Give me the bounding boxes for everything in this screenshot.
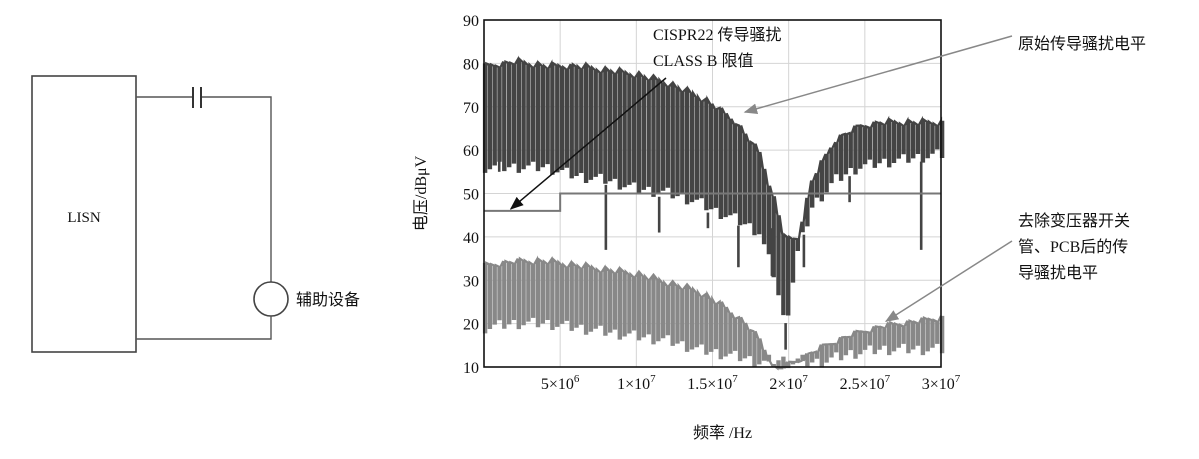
x-tick-label: 2×107: [769, 373, 808, 393]
y-tick-label: 50: [463, 187, 479, 204]
chart: 10 20 30 40 50 60 70 80 90 5×106 1×107 1.5×107 2×10…: [412, 13, 1146, 442]
lisn-label: LISN: [67, 210, 101, 226]
x-tick-label: 3×107: [922, 373, 961, 393]
series-0: [482, 55, 945, 350]
y-tick-label: 60: [463, 143, 479, 160]
reduced-level-annotation: 去除变压器开关: [1018, 212, 1130, 230]
aux-device-symbol: [253, 281, 289, 317]
x-axis-label: 频率 /Hz: [693, 424, 752, 442]
y-axis-label: 电压/dBμV: [412, 155, 430, 231]
limit-line: [484, 192, 941, 212]
x-tick-label: 5×106: [541, 373, 580, 393]
y-tick-label: 10: [463, 360, 479, 377]
series-1: [482, 255, 945, 371]
x-tick-labels: 5×106 1×107 1.5×107 2×107 2.5×107 3×107: [541, 373, 961, 393]
limit-annotation: CLASS B 限值: [653, 52, 753, 70]
series-line: [482, 55, 945, 316]
aux-device-label: 辅助设备: [296, 291, 360, 309]
limit-arrow: [509, 77, 667, 210]
bottom-wire: [136, 316, 272, 340]
y-tick-label: 80: [463, 56, 479, 73]
x-tick-label: 1.5×107: [687, 373, 738, 393]
reduced-level-annotation: 管、PCB后的传: [1018, 238, 1128, 256]
x-tick-label: 2.5×107: [840, 373, 891, 393]
lisn-box: [31, 75, 137, 353]
y-tick-label: 40: [463, 230, 479, 247]
y-tick-label: 90: [463, 13, 479, 30]
reduced-level-annotation: 导骚扰电平: [1018, 264, 1098, 282]
reduced-level-arrow: [884, 240, 1013, 323]
original-level-annotation: 原始传导骚扰电平: [1018, 35, 1146, 53]
y-tick-label: 20: [463, 317, 479, 334]
x-tick-label: 1×107: [617, 373, 656, 393]
series-line: [482, 255, 945, 371]
limit-layer: [484, 192, 941, 212]
annotations: CISPR22 传导骚扰 CLASS B 限值 原始传导骚扰电平去除变压器开关管、P…: [509, 26, 1146, 323]
series-layer: [482, 55, 945, 371]
plot-frame: [483, 19, 942, 368]
original-level-arrow: [743, 35, 1013, 114]
y-tick-labels: 10 20 30 40 50 60 70 80 90: [463, 13, 479, 377]
y-tick-label: 70: [463, 100, 479, 117]
top-wire-right: [202, 96, 272, 282]
circuit-diagram: LISN 辅助设备: [31, 75, 360, 353]
y-tick-label: 30: [463, 273, 479, 290]
limit-annotation: CISPR22 传导骚扰: [653, 26, 781, 44]
